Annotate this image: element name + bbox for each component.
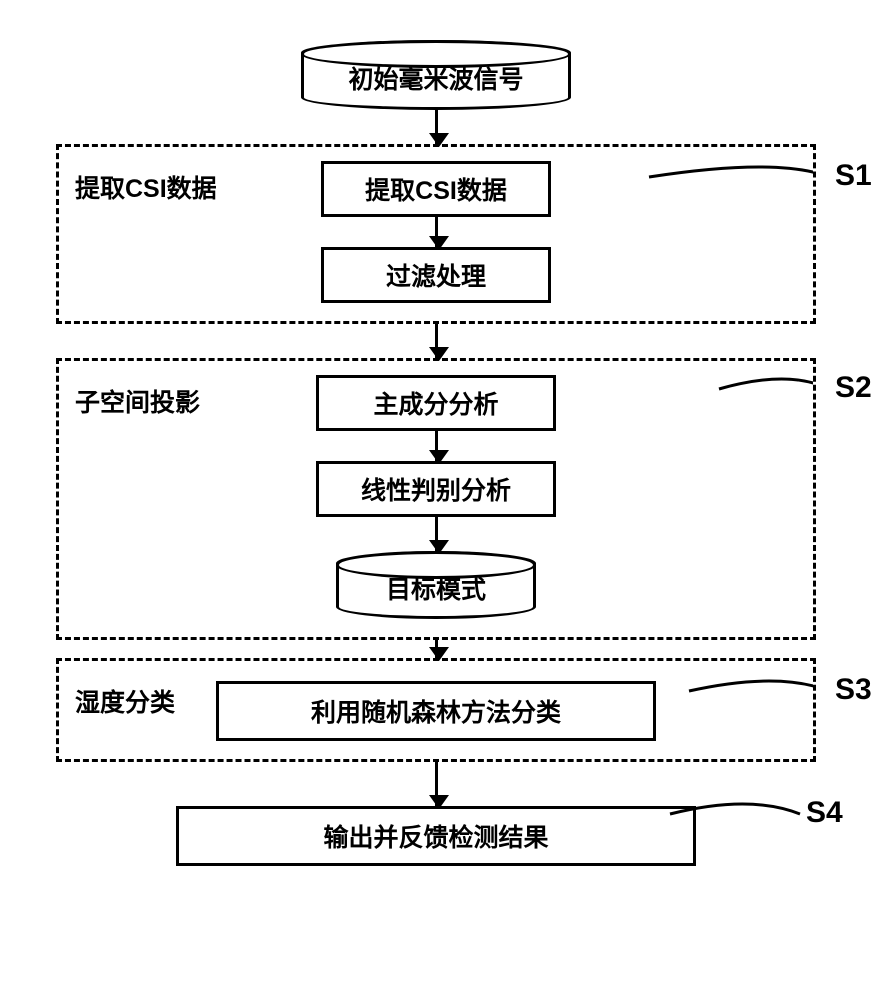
arrow-s2-to-s3	[435, 640, 438, 658]
stage-s2: 子空间投影 主成分分析 线性判别分析 目标模式 S2	[56, 358, 816, 640]
arrow-s1-to-s2	[435, 324, 438, 358]
end-wrap: 输出并反馈检测结果 S4	[30, 806, 842, 866]
stage-s3: 湿度分类 利用随机森林方法分类 S3	[56, 658, 816, 762]
end-box-output: 输出并反馈检测结果	[176, 806, 696, 866]
s1-box-extract-csi: 提取CSI数据	[321, 161, 551, 217]
step-tag-s4: S4	[806, 796, 843, 830]
step-tag-s3: S3	[835, 673, 872, 707]
s1-box0-label: 提取CSI数据	[365, 171, 507, 207]
s3-box0-label: 利用随机森林方法分类	[311, 693, 561, 729]
s2-box0-label: 主成分分析	[373, 385, 498, 421]
stage-s1: 提取CSI数据 提取CSI数据 过滤处理 S1	[56, 144, 816, 324]
arrow-s1-internal	[435, 217, 438, 247]
stage-s1-title: 提取CSI数据	[75, 169, 217, 205]
stage-s2-title: 子空间投影	[75, 383, 200, 419]
start-label: 初始毫米波信号	[348, 60, 523, 96]
arrow-s2-internal-1	[435, 431, 438, 461]
s2-box-lda: 线性判别分析	[316, 461, 556, 517]
s1-box1-label: 过滤处理	[386, 257, 486, 293]
s2-cyl-label: 目标模式	[386, 570, 486, 606]
arrow-s2-internal-2	[435, 517, 438, 551]
arrow-s3-to-end	[435, 762, 438, 806]
step-tag-s2: S2	[835, 371, 872, 405]
end-label: 输出并反馈检测结果	[323, 818, 548, 854]
stage-s3-title: 湿度分类	[75, 683, 175, 719]
s1-box-filter: 过滤处理	[321, 247, 551, 303]
step-tag-s1: S1	[835, 159, 872, 193]
flowchart-root: 初始毫米波信号 提取CSI数据 提取CSI数据 过滤处理 S1 子空间投影 主成…	[30, 40, 842, 866]
s2-cylinder-target-mode: 目标模式	[336, 551, 536, 619]
s3-box-random-forest: 利用随机森林方法分类	[216, 681, 656, 741]
s2-box-pca: 主成分分析	[316, 375, 556, 431]
arrow-start-to-s1	[435, 110, 438, 144]
start-cylinder: 初始毫米波信号	[301, 40, 571, 110]
s2-box1-label: 线性判别分析	[361, 471, 511, 507]
